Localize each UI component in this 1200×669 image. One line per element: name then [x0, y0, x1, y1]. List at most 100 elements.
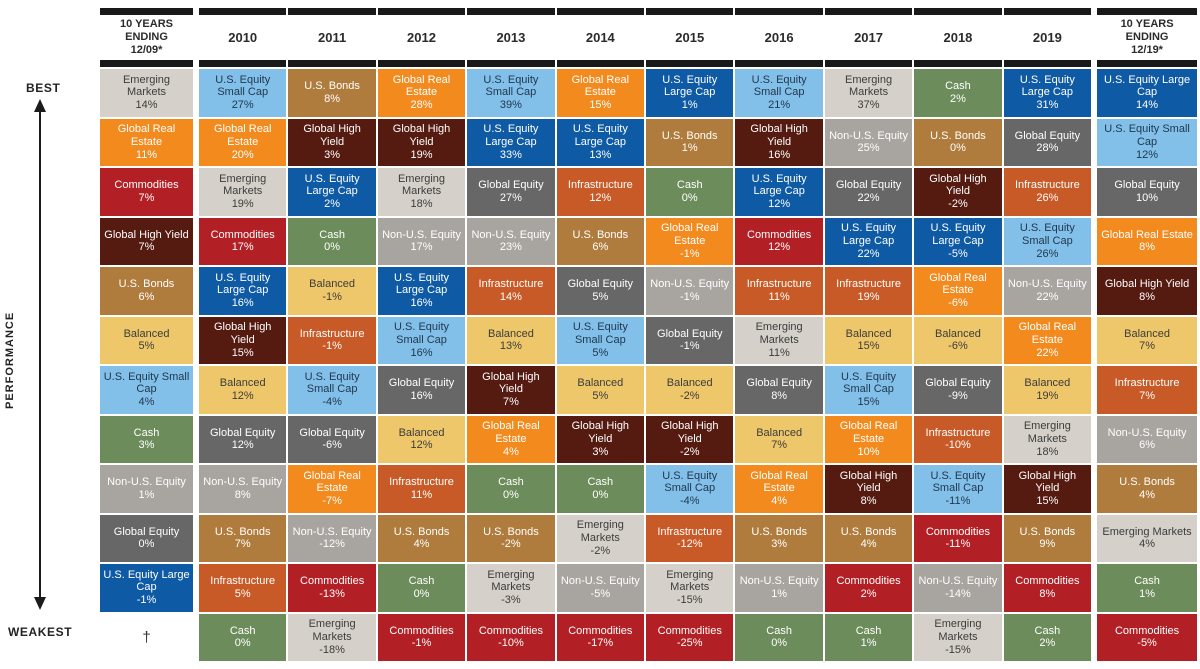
asset-return-value: 0% — [138, 538, 155, 551]
asset-name: U.S. Bonds — [1119, 476, 1175, 489]
asset-name: U.S. Equity Large Cap — [751, 172, 807, 198]
asset-name: U.S. Bonds — [483, 525, 539, 538]
weakest-label: WEAKEST — [8, 625, 73, 639]
header-rule-bottom — [377, 60, 466, 67]
asset-name: U.S. Bonds — [1019, 525, 1076, 538]
asset-name: Global High Yield — [104, 228, 189, 241]
asset-name: Infrastructure — [567, 179, 633, 192]
asset-return-value: -15% — [676, 594, 703, 607]
asset-name: Global High Yield — [392, 123, 451, 148]
header-rule-bottom — [467, 60, 555, 67]
asset-cell: Cash 0% — [199, 613, 287, 661]
asset-name: U.S. Equity Small Cap — [1019, 222, 1075, 247]
arrow-down-icon — [34, 597, 46, 610]
asset-name: Infrastructure — [210, 575, 276, 588]
asset-name: U.S. Bonds — [751, 525, 807, 538]
asset-cell: Emerging Markets -15% — [646, 564, 734, 612]
asset-cell: Balanced 7% — [1097, 316, 1198, 364]
asset-cell: Global High Yield 8% — [824, 465, 913, 513]
asset-return-value: -4% — [679, 495, 700, 508]
asset-cell: Global High Yield 19% — [377, 118, 466, 166]
asset-cell: Global High Yield 8% — [1097, 267, 1198, 315]
asset-cell: U.S. Equity Small Cap 39% — [467, 69, 555, 117]
asset-cell: Balanced 5% — [556, 366, 645, 414]
asset-name: Cash — [766, 624, 792, 637]
asset-name: Cash — [676, 179, 703, 192]
asset-return-value: -5% — [1137, 637, 1157, 650]
asset-cell: Balanced 12% — [199, 366, 287, 414]
asset-return-value: 5% — [234, 587, 251, 600]
asset-return-value: 28% — [1036, 142, 1059, 155]
asset-cell: Non-U.S. Equity 23% — [467, 217, 555, 265]
asset-cell: Balanced 7% — [735, 415, 823, 463]
asset-name: U.S. Equity Large Cap — [103, 568, 190, 594]
asset-name: Global Equity — [1014, 129, 1081, 142]
asset-name: Commodities — [836, 575, 901, 588]
asset-return-value: -5% — [948, 247, 968, 260]
asset-name: Global Real Estate — [213, 123, 272, 148]
asset-name: U.S. Equity Small Cap — [930, 469, 986, 495]
asset-name: Balanced — [666, 377, 713, 390]
asset-return-value: 17% — [410, 241, 433, 254]
asset-name: Global High Yield — [213, 321, 272, 346]
asset-return-value: 1% — [681, 99, 698, 112]
asset-cell: Emerging Markets 14% — [100, 69, 193, 117]
asset-cell: Commodities -25% — [646, 613, 734, 661]
asset-name: Balanced — [398, 426, 445, 439]
asset-name: Balanced — [219, 377, 266, 390]
asset-name: Infrastructure — [389, 476, 454, 489]
asset-name: Global High Yield — [571, 420, 630, 445]
asset-name: U.S. Equity Large Cap — [841, 222, 897, 247]
asset-return-value: 0% — [592, 488, 609, 501]
asset-name: U.S. Equity Small Cap — [483, 73, 539, 99]
asset-return-value: 0% — [413, 587, 430, 600]
asset-return-value: -6% — [948, 340, 968, 353]
column-header: 2010 — [228, 29, 258, 45]
asset-cell: U.S. Bonds 1% — [646, 118, 734, 166]
asset-cell: Global Equity -6% — [288, 415, 376, 463]
asset-name: Global High Yield — [660, 420, 719, 445]
asset-return-value: 4% — [502, 445, 519, 458]
column-header: 2014 — [585, 29, 615, 45]
asset-cell: Global Real Estate 8% — [1097, 217, 1198, 265]
asset-name: Commodities — [925, 525, 991, 538]
asset-name: Commodities — [389, 624, 454, 637]
asset-return-value: 4% — [413, 538, 430, 551]
asset-cell: Global High Yield 3% — [556, 415, 645, 463]
asset-return-value: 15% — [231, 346, 254, 359]
column-header: 2019 — [1032, 29, 1062, 45]
asset-cell: Cash 0% — [377, 564, 466, 612]
asset-name: Non-U.S. Equity — [107, 476, 186, 489]
asset-return-value: 16% — [410, 346, 433, 359]
asset-cell: Infrastructure -10% — [914, 415, 1002, 463]
asset-return-value: 5% — [592, 290, 609, 303]
asset-return-value: 5% — [138, 340, 155, 353]
asset-name: Emerging Markets — [1102, 525, 1192, 538]
asset-cell: Balanced 15% — [824, 316, 913, 364]
asset-return-value: -2% — [501, 538, 521, 551]
asset-name: Global Real Estate — [839, 420, 898, 445]
asset-return-value: -2% — [679, 445, 700, 458]
asset-name: Cash — [945, 80, 971, 93]
asset-cell: Global Equity 8% — [735, 366, 823, 414]
asset-name: Infrastructure — [657, 525, 723, 538]
header-rule-bottom — [735, 60, 823, 67]
year-column: 2011 U.S. Bonds 8% Global High Yield 3% U.S. … — [288, 8, 376, 661]
asset-return-value: 19% — [1036, 389, 1059, 402]
asset-name: U.S. Equity Small Cap — [841, 370, 897, 396]
asset-return-value: -12% — [676, 538, 703, 551]
asset-return-value: 0% — [950, 142, 966, 155]
asset-cell: Global Real Estate 10% — [824, 415, 913, 463]
asset-name: Non-U.S. Equity — [1007, 278, 1087, 291]
asset-name: Global Equity — [299, 426, 365, 439]
asset-cell: Commodities -10% — [467, 613, 555, 661]
asset-name: Global Real Estate — [750, 469, 808, 495]
asset-return-value: -11% — [945, 495, 971, 508]
asset-cell: Global Equity -9% — [914, 366, 1002, 414]
asset-return-value: 15% — [589, 99, 612, 112]
asset-name: Global High Yield — [303, 123, 361, 148]
asset-return-value: 14% — [499, 290, 522, 303]
header-rule-top — [288, 8, 376, 15]
asset-return-value: -1% — [679, 340, 700, 353]
asset-name: Global High Yield — [750, 123, 808, 148]
